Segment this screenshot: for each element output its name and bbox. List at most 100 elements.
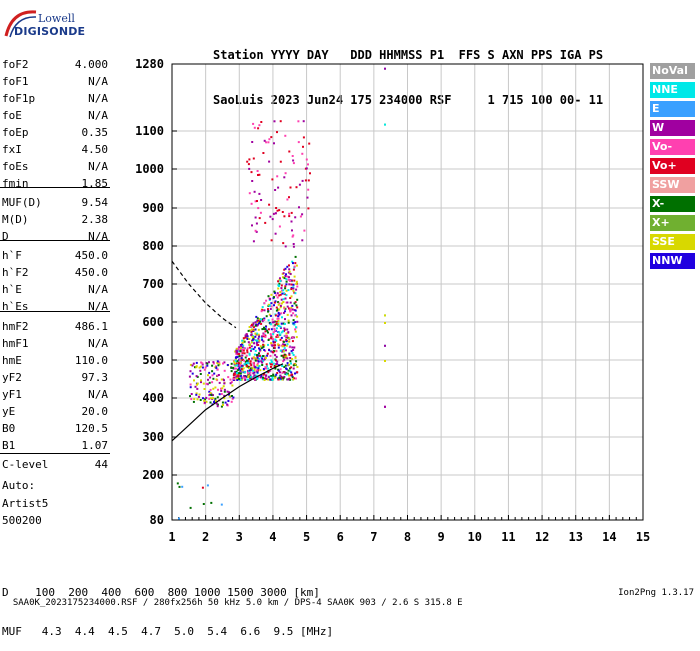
echo-point — [279, 160, 282, 163]
legend-item: Vo+ — [650, 158, 695, 174]
echo-point — [208, 361, 210, 364]
echo-point — [256, 359, 259, 362]
echo-point — [269, 369, 272, 372]
param-row: hmE 110.0 — [2, 354, 108, 368]
echo-point — [247, 376, 250, 378]
echo-point — [247, 329, 250, 332]
param-value: 0.35 — [81, 126, 109, 139]
echo-point — [248, 353, 251, 356]
echo-point — [227, 376, 230, 379]
echo-point — [292, 159, 295, 162]
echo-point — [241, 354, 244, 357]
echo-point — [254, 200, 257, 203]
echo-point — [220, 378, 223, 381]
echo-point — [254, 321, 257, 324]
echo-point — [279, 327, 282, 329]
echo-point — [252, 326, 255, 329]
echo-point — [277, 378, 280, 381]
echo-point — [272, 331, 275, 334]
param-row: yF2 97.3 — [2, 371, 108, 385]
echo-point — [267, 308, 269, 311]
param-name: yE — [2, 405, 16, 418]
echo-point — [256, 200, 258, 202]
echo-point — [292, 336, 295, 339]
echo-point — [194, 366, 196, 369]
echo-point — [279, 333, 282, 336]
echo-point — [273, 120, 276, 123]
echo-point — [267, 303, 270, 306]
echo-point — [253, 363, 256, 366]
auto-scaling-info: Artist5 — [2, 497, 49, 510]
echo-point — [279, 120, 282, 123]
param-separator — [0, 453, 110, 454]
echo-point — [299, 215, 302, 218]
echo-point — [255, 332, 258, 335]
echo-point — [270, 239, 273, 242]
echo-point — [292, 287, 295, 290]
echo-point — [288, 353, 291, 356]
echo-point — [305, 158, 308, 161]
echo-point — [210, 394, 213, 397]
echo-point — [239, 350, 242, 353]
param-row: foEp 0.35 — [2, 126, 108, 140]
echo-point — [252, 348, 255, 351]
param-name: hmE — [2, 354, 22, 367]
echo-point — [291, 229, 293, 232]
echo-point — [272, 340, 275, 343]
echo-point — [261, 335, 263, 338]
echo-point — [269, 333, 272, 336]
echo-point — [282, 343, 285, 346]
echo-point — [273, 350, 275, 353]
echo-point — [295, 360, 298, 363]
echo-point — [233, 367, 236, 370]
echo-point — [248, 346, 251, 349]
echo-point — [239, 379, 242, 381]
header-values: SaoLuis 2023 Jun24 175 234000 RSF 1 715 … — [213, 93, 604, 107]
echo-point — [241, 339, 244, 342]
echo-point — [226, 390, 229, 393]
echo-point — [287, 321, 290, 324]
echo-point — [274, 329, 276, 332]
echo-point — [284, 297, 287, 300]
echo-point — [241, 343, 244, 346]
echo-point — [223, 394, 226, 397]
echo-point — [238, 372, 241, 375]
echo-point — [211, 364, 214, 367]
param-value: N/A — [88, 283, 108, 296]
echo-point — [258, 352, 260, 355]
echo-point — [254, 359, 257, 362]
echo-point — [278, 376, 281, 379]
echo-point — [287, 378, 290, 381]
echo-point — [231, 384, 234, 387]
echo-point — [204, 398, 207, 401]
echo-point — [384, 123, 386, 126]
y-tick-label: 800 — [142, 239, 164, 253]
echo-point — [289, 272, 292, 275]
x-tick-label: 4 — [269, 530, 276, 544]
echo-point — [195, 361, 198, 364]
echo-point — [235, 377, 238, 380]
echo-point — [216, 374, 219, 377]
echo-point — [245, 375, 248, 378]
echo-point — [285, 280, 288, 283]
echo-point — [287, 319, 290, 322]
echo-point — [277, 186, 280, 189]
echo-point — [274, 232, 277, 235]
echo-point — [198, 393, 201, 396]
echo-point — [296, 371, 299, 374]
echo-point — [269, 308, 272, 310]
echo-point — [236, 356, 239, 359]
echo-point — [280, 302, 283, 305]
param-name: foF1p — [2, 92, 36, 105]
echo-point — [189, 370, 192, 373]
echo-point — [212, 394, 214, 397]
param-value: N/A — [88, 92, 108, 105]
echo-point — [264, 334, 267, 337]
echo-point — [235, 356, 238, 359]
echo-point — [255, 357, 258, 360]
echo-point — [290, 211, 293, 214]
echo-point — [255, 315, 258, 318]
echo-point — [272, 373, 275, 376]
echo-point — [206, 383, 209, 386]
echo-point — [253, 346, 256, 349]
